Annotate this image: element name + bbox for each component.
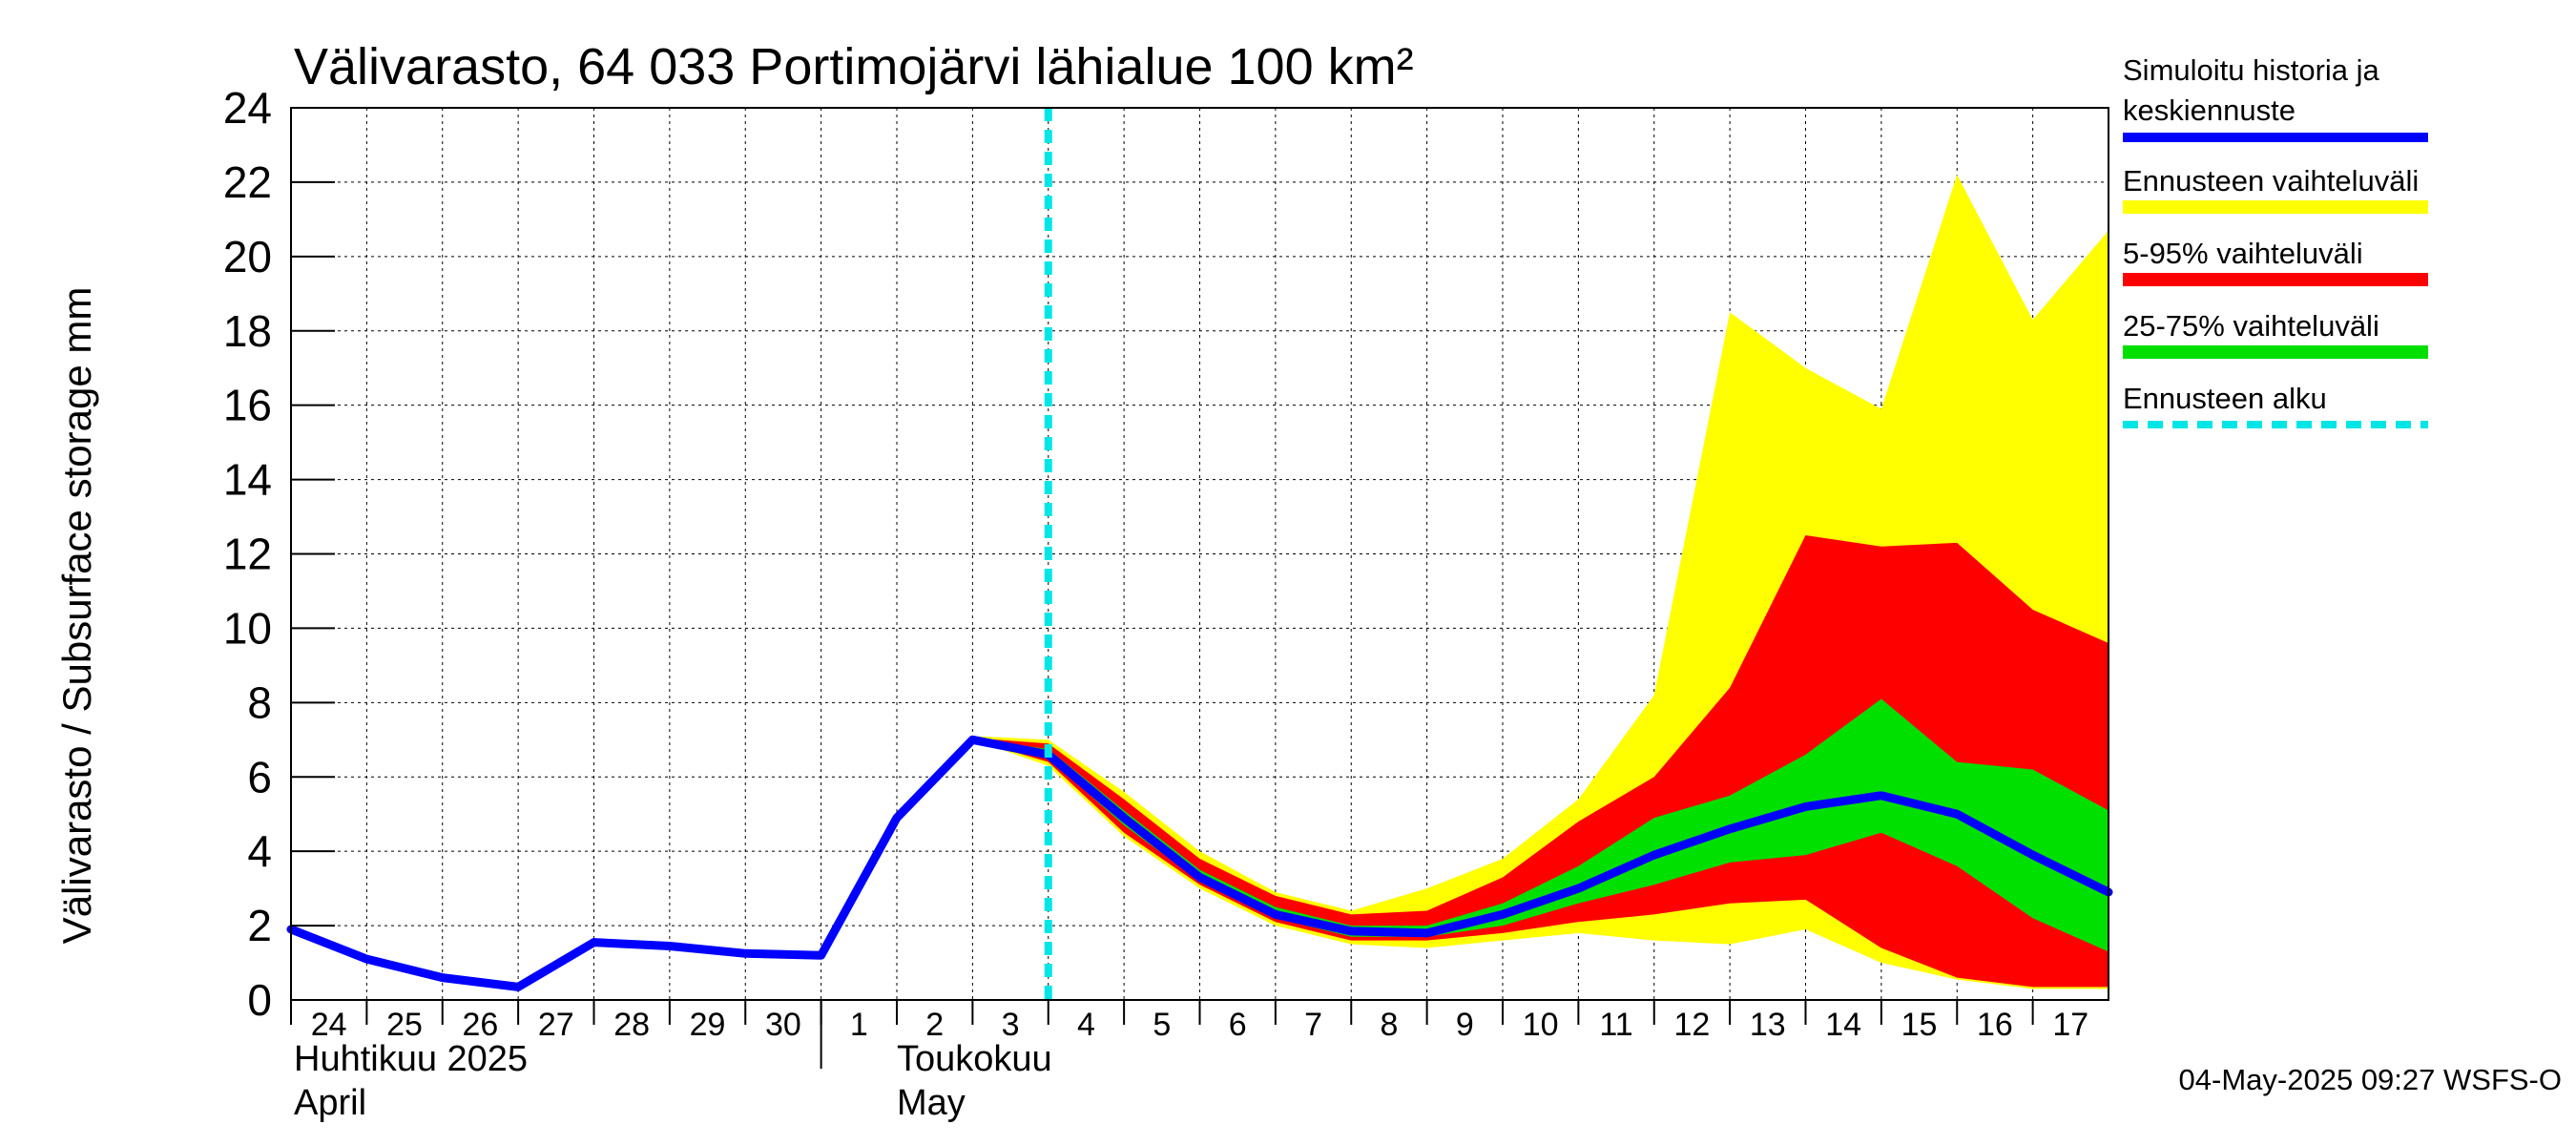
x-tick-label: 14	[1825, 1007, 1861, 1043]
x-tick-label: 26	[463, 1007, 499, 1043]
x-tick-label: 10	[1523, 1007, 1559, 1043]
x-tick-label: 8	[1380, 1007, 1398, 1043]
legend-full-range-label: Ennusteen vaihteluväli	[2123, 164, 2419, 198]
x-ticks: 24 25 26 27 28 29 30 1 2 3 4 5 6 7 8 9 10 11 12 13 14 15 16 17	[290, 1000, 2088, 1069]
band-5-95	[972, 535, 2109, 988]
x-tick-label: 27	[538, 1007, 574, 1043]
y-tick-label: 20	[223, 232, 272, 281]
x-tick-label: 17	[2052, 1007, 2088, 1043]
y-tick-label: 6	[247, 752, 272, 802]
x-tick-label: 1	[850, 1007, 868, 1043]
y-tick-label: 12	[223, 530, 272, 579]
x-tick-label: 15	[1901, 1007, 1938, 1043]
y-tick-label: 2	[247, 901, 272, 950]
x-tick-label: 6	[1229, 1007, 1247, 1043]
y-tick-label: 0	[247, 975, 272, 1025]
x-tick-label: 2	[925, 1007, 944, 1043]
footer-timestamp: 04-May-2025 09:27 WSFS-O	[2179, 1063, 2562, 1096]
y-tick-label: 14	[223, 455, 272, 505]
month-label-april-line2: April	[294, 1083, 366, 1123]
legend-forecast-start-label: Ennusteen alku	[2123, 382, 2327, 415]
x-tick-label: 3	[1002, 1007, 1020, 1043]
y-tick-label: 22	[223, 157, 272, 207]
x-tick-label: 5	[1153, 1007, 1171, 1043]
band-25-75	[972, 698, 2109, 952]
y-axis-label: Välivarasto / Subsurface storage mm	[54, 287, 99, 945]
legend-25-75-label: 25-75% vaihteluväli	[2123, 309, 2379, 343]
y-tick-label: 18	[223, 306, 272, 356]
x-tick-label: 30	[765, 1007, 801, 1043]
x-tick-label: 28	[613, 1007, 650, 1043]
x-tick-label: 7	[1304, 1007, 1322, 1043]
x-tick-label: 13	[1750, 1007, 1786, 1043]
x-tick-label: 25	[386, 1007, 423, 1043]
x-tick-label: 11	[1599, 1007, 1632, 1043]
x-tick-label: 9	[1456, 1007, 1474, 1043]
x-tick-label: 24	[311, 1007, 347, 1043]
history-median-line	[286, 735, 2113, 991]
month-label-may-line1: Toukokuu	[897, 1039, 1052, 1079]
legend-history-label-line2: keskiennuste	[2123, 94, 2296, 127]
x-tick-label: 16	[1977, 1007, 2013, 1043]
y-tick-label: 4	[247, 826, 272, 876]
forecast-bands	[972, 175, 2109, 989]
y-tick-label: 8	[247, 677, 272, 727]
x-tick-label: 12	[1674, 1007, 1711, 1043]
y-tick-label: 16	[223, 381, 272, 430]
series-lines	[286, 108, 2113, 1000]
month-label-april-line1: Huhtikuu 2025	[294, 1039, 528, 1079]
legend-history-label-line1: Simuloitu historia ja	[2123, 53, 2380, 87]
x-tick-label: 29	[690, 1007, 726, 1043]
chart-title: Välivarasto, 64 033 Portimojärvi lähialu…	[294, 38, 1414, 95]
x-tick-label: 4	[1077, 1007, 1095, 1043]
legend: Simuloitu historia ja keskiennuste Ennus…	[2123, 53, 2428, 428]
y-tick-label: 24	[223, 83, 272, 133]
month-label-may-line2: May	[897, 1083, 966, 1123]
y-tick-label: 10	[223, 603, 272, 653]
legend-5-95-label: 5-95% vaihteluväli	[2123, 237, 2363, 270]
